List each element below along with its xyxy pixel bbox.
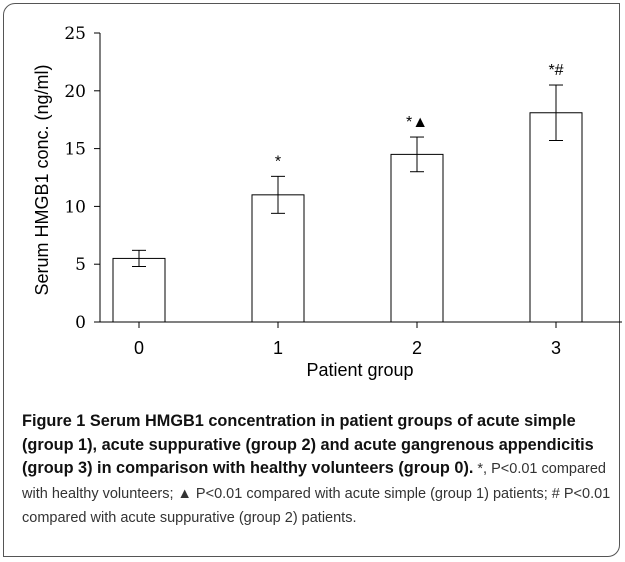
y-tick-label: 25 <box>64 24 86 44</box>
chart-axes: 0 5 10 15 20 25 0 1 2 3 <box>64 24 622 358</box>
y-tick-label: 5 <box>75 255 86 275</box>
x-tick-label: 1 <box>273 338 283 358</box>
x-tick-label: 0 <box>134 338 144 358</box>
caption-body: *, P<0.01 compared with healthy voluntee… <box>22 461 611 526</box>
x-tick-label: 2 <box>412 338 422 358</box>
bar <box>390 153 444 323</box>
x-tick-label: 3 <box>551 338 561 358</box>
significance-label: * <box>275 153 281 170</box>
caption-title: Figure 1 Serum HMGB1 concentration in pa… <box>22 412 594 477</box>
bar <box>112 257 166 323</box>
y-tick-label: 0 <box>75 313 86 333</box>
y-axis-label: Serum HMGB1 conc. (ng/ml) <box>32 64 52 295</box>
bar <box>529 112 583 323</box>
bar-chart: 0 5 10 15 20 25 0 1 2 3 * *▲ *# Serum HMGB1 conc. (… <box>32 24 622 380</box>
y-tick-label: 20 <box>64 82 86 102</box>
figure-frame <box>3 3 620 557</box>
bar <box>251 194 305 323</box>
x-axis-label: Patient group <box>306 360 413 380</box>
y-tick-label: 15 <box>64 140 86 160</box>
significance-label: *# <box>548 62 563 79</box>
y-tick-label: 10 <box>64 197 86 217</box>
chart-bars: * *▲ *# <box>112 62 583 323</box>
significance-label: *▲ <box>406 114 428 131</box>
figure-caption: Figure 1 Serum HMGB1 concentration in pa… <box>22 410 612 531</box>
